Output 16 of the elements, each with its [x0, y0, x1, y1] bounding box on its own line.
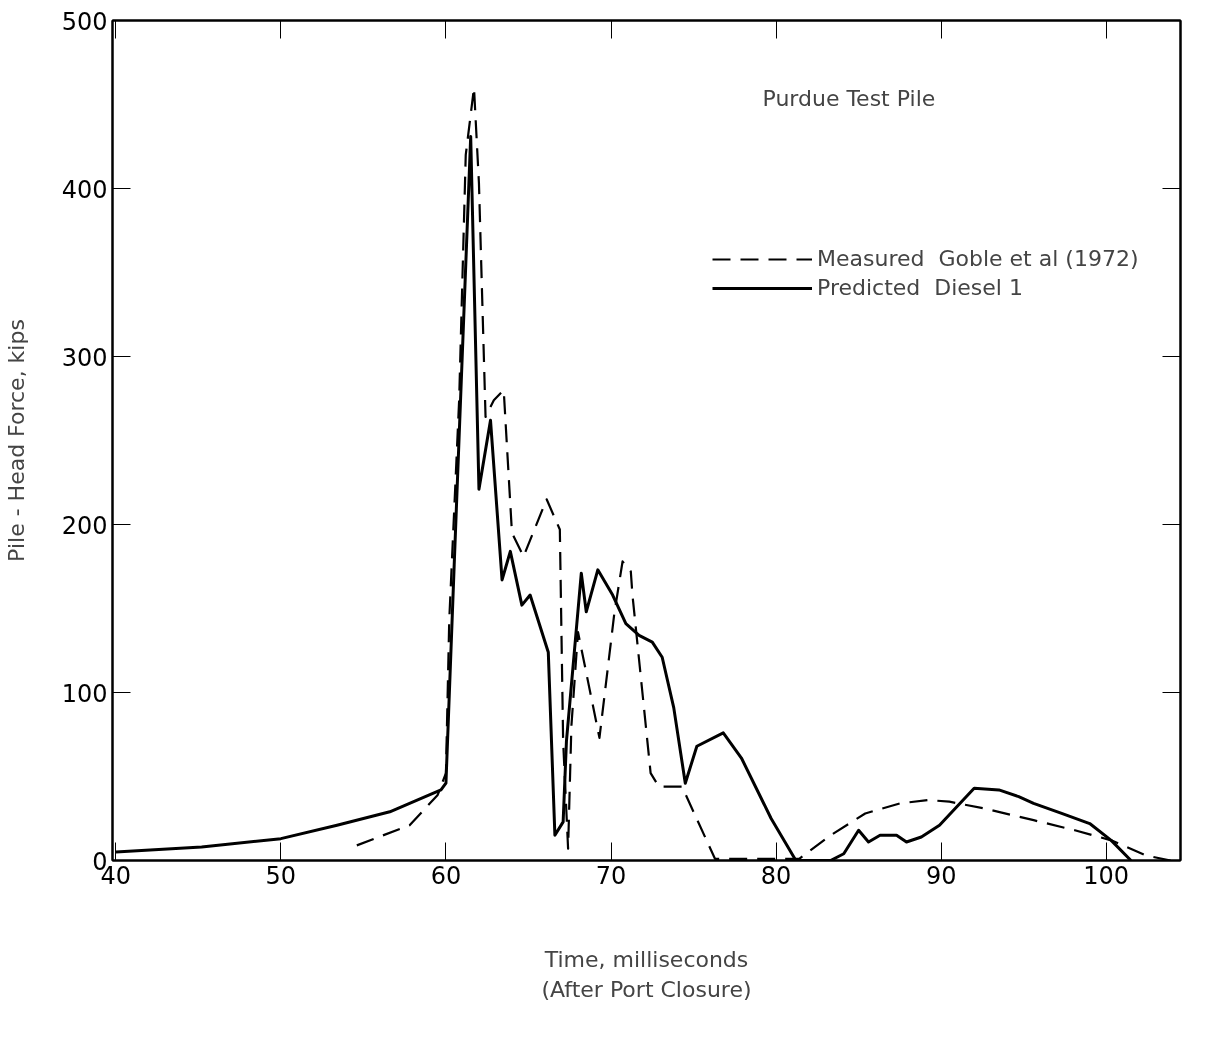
x-tick-label: 90	[925, 861, 957, 890]
y-tick-label: 200	[61, 511, 108, 540]
y-tick-label: 100	[61, 679, 108, 708]
x-tick-label: 70	[595, 861, 627, 890]
y-tick-label: 500	[61, 7, 108, 36]
y-tick-label: 300	[61, 343, 108, 372]
x-tick-label: 80	[760, 861, 792, 890]
x-tick-label: 50	[265, 861, 297, 890]
annotation: Purdue Test Pile	[762, 85, 936, 111]
x-axis-title: Time, milliseconds (After Port Closure)	[541, 946, 752, 1002]
x-tick-label: 100	[1083, 861, 1130, 890]
y-tick-label: 400	[61, 175, 108, 204]
legend-label: Measured Goble et al (1972)	[817, 246, 1139, 271]
x-tick-label: 60	[430, 861, 462, 890]
y-axis-title: Pile - Head Force, kips	[3, 319, 29, 562]
legend-label: Predicted Diesel 1	[817, 275, 1023, 300]
